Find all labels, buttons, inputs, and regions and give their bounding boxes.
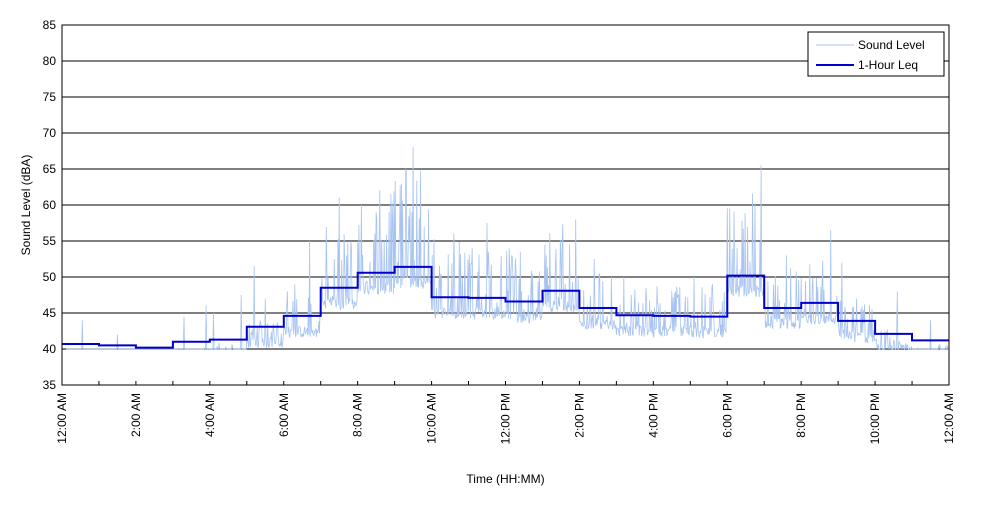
y-tick-label: 55	[43, 234, 57, 248]
x-tick-label: 10:00 PM	[868, 393, 882, 444]
legend-label-1-hour-leq: 1-Hour Leq	[858, 58, 918, 72]
y-tick-label: 35	[43, 378, 57, 392]
legend-label-sound-level: Sound Level	[858, 38, 925, 52]
x-tick-label: 2:00 PM	[572, 393, 586, 438]
x-tick-label: 12:00 AM	[942, 393, 956, 444]
sound-level-line	[62, 147, 949, 350]
x-tick-label: 4:00 PM	[646, 393, 660, 438]
ticks-layer: 35 40 45 50 55 60 65 70 75 80 85 12:00 AM 2:00 AM 4:0…	[43, 18, 956, 444]
legend: Sound Level 1-Hour Leq	[807, 31, 945, 77]
y-tick-label: 40	[43, 342, 57, 356]
legend-box	[807, 31, 945, 77]
x-tick-label: 2:00 AM	[129, 393, 143, 437]
y-tick-label: 45	[43, 306, 57, 320]
y-tick-label: 60	[43, 198, 57, 212]
y-tick-label: 85	[43, 18, 57, 32]
x-tick-label: 6:00 AM	[277, 393, 291, 437]
leq-step-line	[62, 265, 949, 349]
y-tick-label: 75	[43, 90, 57, 104]
y-tick-label: 50	[43, 270, 57, 284]
y-axis-title: Sound Level (dBA)	[19, 155, 33, 256]
x-tick-label: 4:00 AM	[203, 393, 217, 437]
x-tick-label: 8:00 PM	[794, 393, 808, 438]
x-tick-label: 10:00 AM	[425, 393, 439, 444]
y-tick-label: 65	[43, 162, 57, 176]
y-tick-label: 70	[43, 126, 57, 140]
x-axis-title: Time (HH:MM)	[466, 472, 544, 486]
grid-layer	[62, 60, 949, 350]
x-tick-label: 12:00 AM	[55, 393, 69, 444]
x-tick-label: 8:00 AM	[351, 393, 365, 437]
y-tick-label: 80	[43, 54, 57, 68]
x-tick-label: 12:00 PM	[499, 393, 513, 444]
series-layer	[62, 147, 949, 350]
x-tick-label: 6:00 PM	[720, 393, 734, 438]
